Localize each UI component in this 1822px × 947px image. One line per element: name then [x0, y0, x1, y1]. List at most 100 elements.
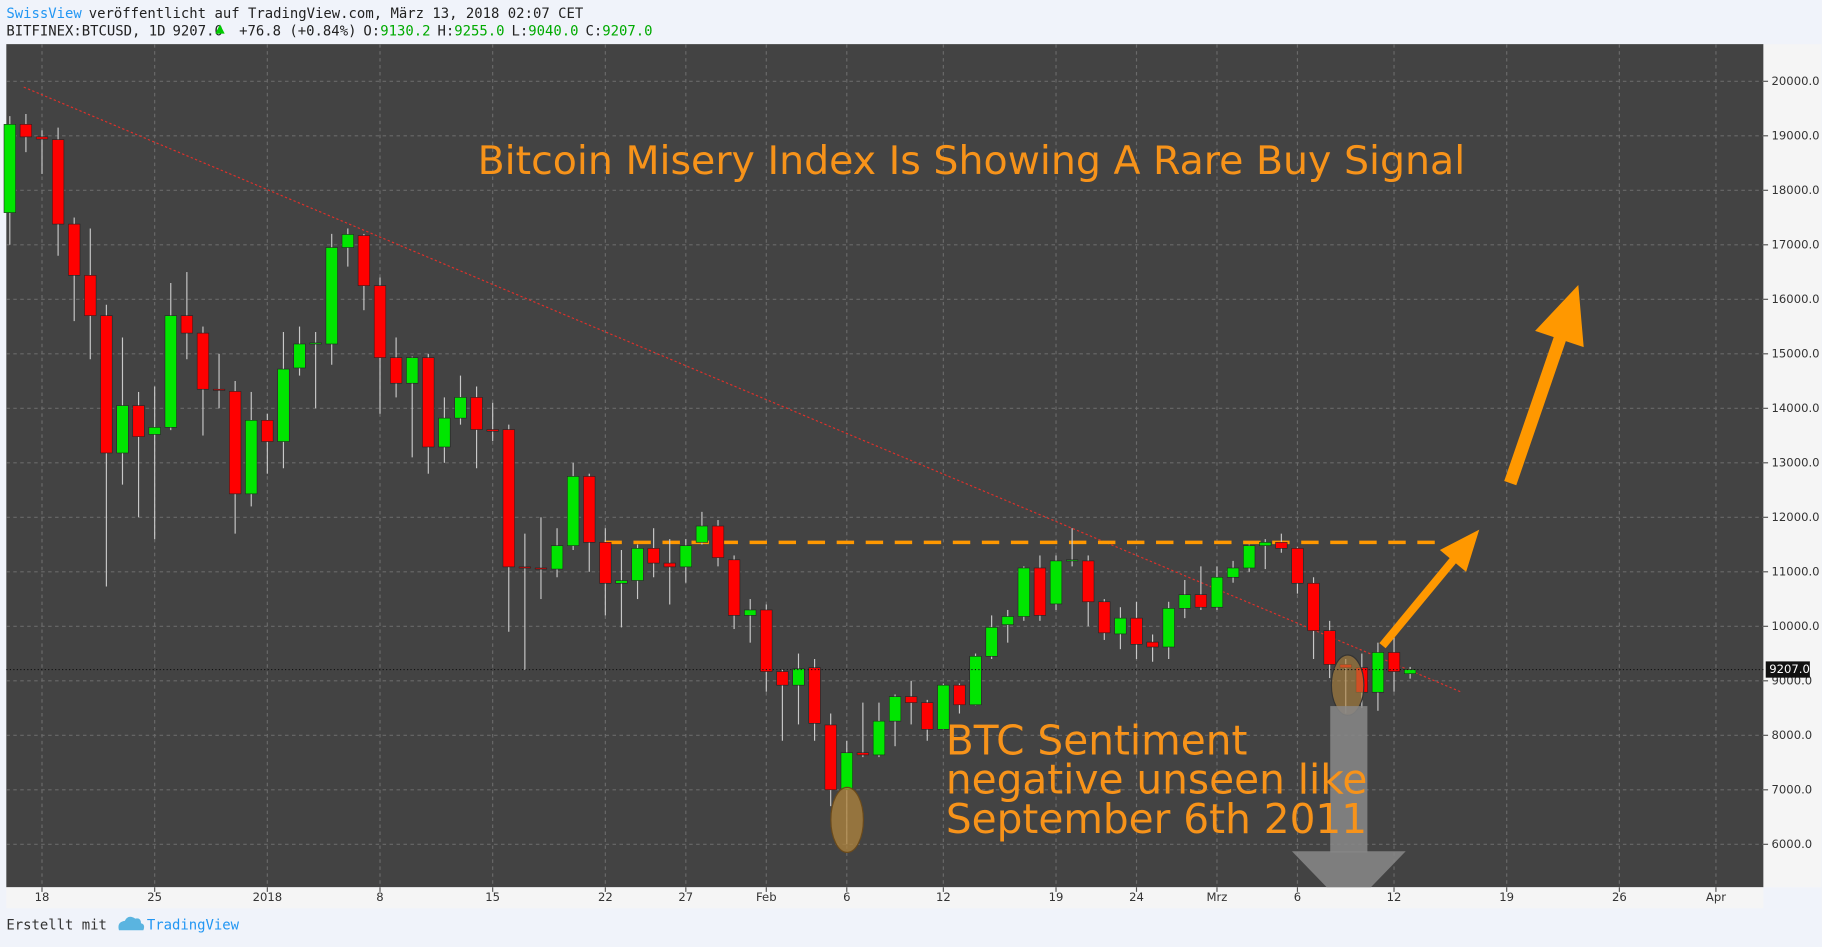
candle-body: [277, 368, 290, 442]
candle-body: [969, 655, 982, 706]
candle-body: [647, 548, 660, 564]
candle-body: [68, 223, 81, 276]
candle-body: [792, 668, 805, 686]
candle-body: [100, 315, 113, 454]
candle-body: [1307, 582, 1320, 631]
candle-body: [19, 124, 33, 138]
candle-body: [824, 724, 837, 791]
candle-body: [502, 429, 515, 568]
big-up-arrow: [1504, 335, 1567, 486]
candle-body: [357, 235, 371, 286]
candle-body: [744, 609, 757, 616]
candle-body: [1146, 641, 1159, 648]
candle-body: [261, 420, 274, 442]
candle-body: [438, 417, 451, 448]
brand-logo[interactable]: [118, 916, 145, 931]
candle-body: [1017, 567, 1030, 617]
candle-body: [953, 684, 966, 706]
candle-body: [229, 391, 242, 495]
published: veröffentlicht auf TradingView.com, März…: [89, 6, 584, 22]
candle-body: [550, 545, 564, 570]
candle-body: [679, 545, 692, 568]
candle-body: [663, 562, 676, 568]
candle-body: [728, 559, 741, 616]
candle-body: [937, 684, 950, 730]
candle-body: [164, 315, 177, 428]
candle-body: [212, 388, 226, 391]
candle-body: [406, 357, 419, 384]
change: +76.8 (+0.84%): [239, 23, 356, 39]
up-arrow-head: [1439, 529, 1480, 572]
candle-body: [132, 405, 145, 437]
candle-body: [1259, 542, 1272, 546]
y-tick-label: 16000.0: [1772, 292, 1820, 306]
candle-body: [148, 427, 161, 435]
candle-body: [888, 696, 902, 722]
candle-body: [615, 580, 628, 584]
brand-link[interactable]: TradingView: [147, 918, 240, 934]
grid: [6, 44, 1764, 888]
candle-body: [840, 752, 853, 791]
x-tick-label: 12: [936, 890, 951, 904]
candle-body: [808, 667, 821, 724]
y-tick-label: 18000.0: [1772, 183, 1820, 197]
candle-body: [293, 343, 306, 369]
price-axis: [1763, 44, 1822, 888]
candle-body: [341, 234, 354, 248]
candle-body: [1066, 559, 1079, 562]
candle-body: [1194, 594, 1207, 608]
up-indicator: [215, 24, 225, 34]
c: 9207.0: [602, 23, 652, 39]
publisher[interactable]: SwissView: [6, 6, 82, 22]
y-tick-label: 7000.0: [1772, 782, 1813, 796]
x-tick-label: 19: [1499, 890, 1514, 904]
down-arrow-head: [1291, 851, 1406, 888]
candle-body: [856, 752, 869, 756]
y-tick-label: 12000.0: [1772, 510, 1820, 524]
candle-body: [599, 542, 612, 584]
candle-body: [116, 405, 129, 454]
candle-body: [985, 627, 998, 657]
x-tick-label: Mrz: [1207, 890, 1228, 904]
y-tick-label: 19000.0: [1772, 128, 1820, 142]
candle-body: [486, 429, 499, 432]
candle-body: [695, 525, 709, 543]
y-tick-label: 6000.0: [1772, 837, 1813, 851]
time-axis: [6, 887, 1764, 909]
candle-body: [1226, 567, 1240, 578]
x-tick-label: 19: [1049, 890, 1064, 904]
candle-body: [1371, 652, 1385, 693]
h-label: H:: [437, 23, 454, 39]
chart-title: Bitcoin Misery Index Is Showing A Rare B…: [478, 138, 1466, 184]
candle-body: [1082, 560, 1095, 603]
up-arrow: [1379, 556, 1458, 649]
footer-text: Erstellt mit: [6, 918, 107, 934]
down-arrow: [1330, 706, 1368, 853]
x-tick-label: 8: [376, 890, 383, 904]
candle-body: [1114, 617, 1127, 635]
candle-body: [872, 720, 886, 756]
candle-body: [180, 315, 193, 334]
candle-body: [1243, 545, 1256, 569]
candle-body: [776, 671, 789, 686]
candle-body: [52, 139, 65, 225]
highlight-ellipse: [830, 786, 864, 853]
candle-body: [1323, 630, 1336, 665]
last: 9207.0: [173, 23, 223, 39]
y-tick-label: 11000.0: [1772, 564, 1820, 578]
candle-body: [1162, 608, 1175, 648]
candle-body: [1404, 669, 1417, 675]
candle-body: [3, 124, 16, 213]
candle-body: [35, 136, 49, 140]
candle-body: [921, 702, 934, 730]
annotation: BTC Sentiment: [946, 716, 1248, 764]
candle-body: [1130, 617, 1143, 645]
candle-body: [1098, 601, 1111, 634]
candle-body: [905, 696, 918, 703]
x-tick-label: 2018: [253, 890, 283, 904]
x-tick-label: 27: [678, 890, 693, 904]
candle-body: [196, 332, 210, 390]
annotation: September 6th 2011: [946, 795, 1367, 843]
